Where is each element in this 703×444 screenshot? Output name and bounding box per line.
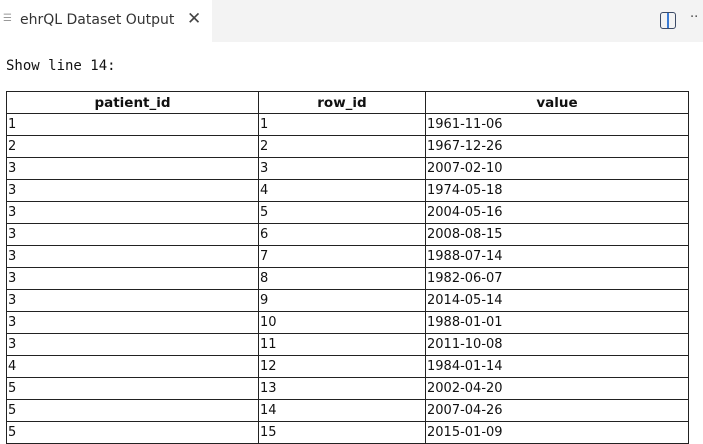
cell-row_id: 9 (258, 289, 426, 312)
cell-patient_id: 3 (6, 223, 259, 246)
table-row: 3 4 1974-05-18 (6, 179, 689, 202)
cell-patient_id: 3 (6, 245, 259, 268)
cell-value: 2007-02-10 (425, 157, 689, 180)
cell-row_id: 10 (258, 311, 426, 334)
cell-row_id: 13 (258, 377, 426, 400)
cell-value: 1984-01-14 (425, 355, 689, 378)
cell-value: 2007-04-26 (425, 399, 689, 422)
cell-patient_id: 5 (6, 399, 259, 422)
close-icon[interactable]: ✕ (187, 9, 202, 29)
table-row: 3 10 1988-01-01 (6, 311, 689, 334)
cell-row_id: 6 (258, 223, 426, 246)
cell-value: 1961-11-06 (425, 113, 689, 136)
table-row: 3 7 1988-07-14 (6, 245, 689, 268)
cell-row_id: 14 (258, 399, 426, 422)
cell-row_id: 4 (258, 179, 426, 202)
cell-value: 2004-05-16 (425, 201, 689, 224)
column-header-row_id: row_id (258, 91, 426, 114)
column-header-value: value (425, 91, 689, 114)
cell-row_id: 11 (258, 333, 426, 356)
table-row: 3 11 2011-10-08 (6, 333, 689, 356)
cell-patient_id: 3 (6, 267, 259, 290)
page-heading: Show line 14: (6, 58, 116, 74)
cell-row_id: 2 (258, 135, 426, 158)
cell-patient_id: 5 (6, 421, 259, 444)
cell-patient_id: 3 (6, 289, 259, 312)
cell-value: 1988-07-14 (425, 245, 689, 268)
cell-value: 2011-10-08 (425, 333, 689, 356)
cell-value: 1988-01-01 (425, 311, 689, 334)
table-row: 5 15 2015-01-09 (6, 421, 689, 444)
tab-ehrql-dataset-output[interactable]: ☰ ehrQL Dataset Output ✕ (0, 0, 212, 42)
table-row: 3 6 2008-08-15 (6, 223, 689, 246)
cell-patient_id: 2 (6, 135, 259, 158)
tab-bar: ☰ ehrQL Dataset Output ✕ ·· (0, 0, 703, 42)
cell-value: 2014-05-14 (425, 289, 689, 312)
tab-title: ehrQL Dataset Output (20, 12, 175, 28)
table-row: 3 9 2014-05-14 (6, 289, 689, 312)
cell-value: 1982-06-07 (425, 267, 689, 290)
dataset-table: patient_id row_id value 1 1 1961-11-06 2 2 1967… (6, 91, 689, 444)
table-row: 3 8 1982-06-07 (6, 267, 689, 290)
cell-value: 1974-05-18 (425, 179, 689, 202)
cell-value: 2008-08-15 (425, 223, 689, 246)
table-row: 4 12 1984-01-14 (6, 355, 689, 378)
table-row: 3 5 2004-05-16 (6, 201, 689, 224)
cell-row_id: 8 (258, 267, 426, 290)
cell-patient_id: 3 (6, 311, 259, 334)
table-row: 2 2 1967-12-26 (6, 135, 689, 158)
cell-patient_id: 4 (6, 355, 259, 378)
cell-row_id: 3 (258, 157, 426, 180)
cell-row_id: 5 (258, 201, 426, 224)
table-header-row: patient_id row_id value (6, 91, 689, 114)
cell-patient_id: 5 (6, 377, 259, 400)
cell-row_id: 1 (258, 113, 426, 136)
split-editor-icon[interactable] (660, 12, 676, 29)
table-row: 3 3 2007-02-10 (6, 157, 689, 180)
cell-row_id: 15 (258, 421, 426, 444)
table-row: 5 14 2007-04-26 (6, 399, 689, 422)
table-row: 1 1 1961-11-06 (6, 113, 689, 136)
cell-patient_id: 3 (6, 179, 259, 202)
cell-value: 2002-04-20 (425, 377, 689, 400)
cell-value: 1967-12-26 (425, 135, 689, 158)
cell-patient_id: 1 (6, 113, 259, 136)
lines-icon: ☰ (3, 13, 12, 24)
cell-row_id: 7 (258, 245, 426, 268)
cell-row_id: 12 (258, 355, 426, 378)
more-actions-button[interactable]: ·· (690, 10, 699, 25)
cell-value: 2015-01-09 (425, 421, 689, 444)
cell-patient_id: 3 (6, 201, 259, 224)
cell-patient_id: 3 (6, 157, 259, 180)
cell-patient_id: 3 (6, 333, 259, 356)
column-header-patient_id: patient_id (6, 91, 259, 114)
table-row: 5 13 2002-04-20 (6, 377, 689, 400)
